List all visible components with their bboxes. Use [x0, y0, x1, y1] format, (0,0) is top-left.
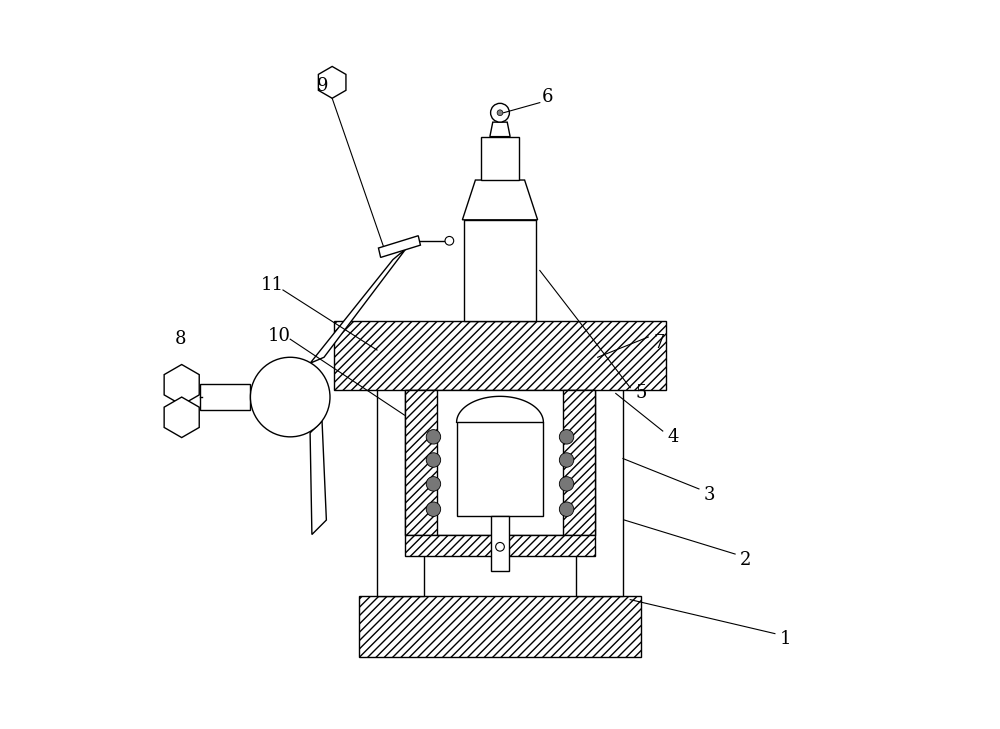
Circle shape [426, 502, 441, 516]
Polygon shape [462, 180, 538, 220]
Text: 7: 7 [653, 334, 665, 352]
Circle shape [445, 236, 454, 245]
Text: 5: 5 [635, 384, 647, 402]
Bar [563, 390, 595, 534]
Circle shape [559, 429, 574, 444]
Circle shape [426, 429, 441, 444]
Circle shape [496, 542, 504, 551]
Bar [457, 422, 543, 516]
Circle shape [559, 453, 574, 467]
Circle shape [559, 502, 574, 516]
Bar [359, 596, 641, 658]
Text: 6: 6 [541, 87, 553, 106]
Bar [405, 390, 437, 534]
Text: 8: 8 [174, 330, 186, 348]
Text: 9: 9 [317, 77, 329, 95]
Bar [576, 339, 623, 596]
Bar [377, 339, 424, 596]
Polygon shape [318, 66, 346, 98]
Polygon shape [310, 249, 406, 363]
Circle shape [426, 453, 441, 467]
Circle shape [491, 104, 509, 122]
Text: 2: 2 [740, 551, 752, 569]
Bar [405, 390, 595, 534]
Polygon shape [200, 384, 250, 410]
Bar [405, 534, 595, 556]
Circle shape [426, 477, 441, 491]
Circle shape [250, 357, 330, 437]
Text: 4: 4 [668, 428, 679, 446]
Bar [491, 516, 509, 571]
Bar [334, 321, 666, 390]
Polygon shape [490, 122, 510, 136]
Bar [481, 136, 519, 180]
Polygon shape [378, 235, 420, 257]
Bar [258, 389, 323, 417]
Text: 3: 3 [704, 486, 716, 504]
Polygon shape [164, 397, 199, 437]
Polygon shape [164, 364, 199, 405]
Text: 10: 10 [268, 327, 291, 345]
Text: 1: 1 [780, 631, 792, 648]
Text: 11: 11 [261, 276, 284, 294]
Circle shape [559, 477, 574, 491]
Bar [464, 220, 536, 321]
Circle shape [497, 110, 503, 116]
Polygon shape [310, 421, 326, 534]
